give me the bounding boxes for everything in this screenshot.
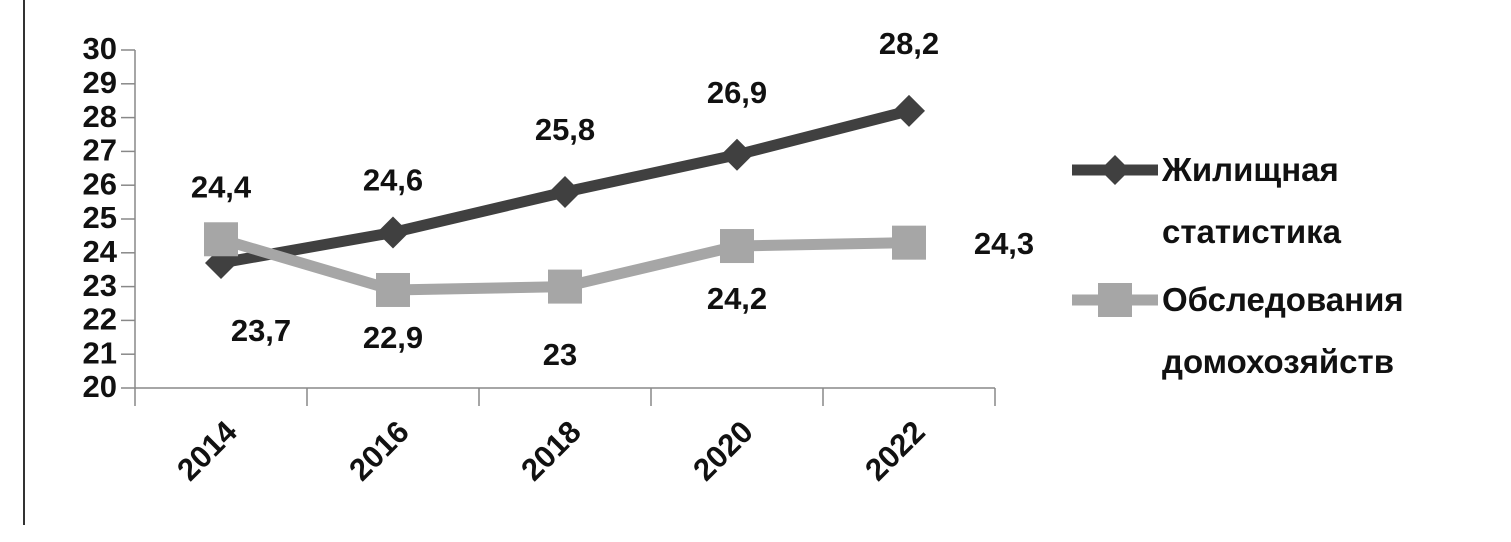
marker (892, 225, 926, 260)
marker (549, 175, 581, 208)
x-tick-label: 2018 (514, 414, 588, 488)
y-tick-label: 21 (83, 335, 117, 370)
x-tick-label: 2022 (858, 414, 932, 488)
y-tick-label: 23 (83, 268, 117, 303)
data-label: 28,2 (879, 26, 939, 61)
y-tick-label: 20 (83, 369, 117, 404)
y-tick-label: 26 (83, 166, 117, 201)
x-tick-label: 2020 (686, 414, 760, 488)
y-tick-label: 29 (83, 65, 117, 100)
marker (721, 138, 753, 171)
data-label: 25,8 (535, 112, 595, 147)
marker (720, 229, 754, 264)
marker (548, 269, 582, 304)
data-label: 23 (543, 337, 577, 372)
x-tick-label: 2014 (170, 413, 244, 487)
data-label: 24,6 (363, 163, 423, 198)
legend-label: Жилищная статистика (1162, 151, 1341, 250)
marker (376, 272, 410, 307)
x-tick-label: 2016 (342, 414, 416, 488)
data-label: 24,2 (707, 281, 767, 316)
data-label: 24,3 (974, 226, 1034, 261)
y-tick-label: 30 (83, 31, 117, 66)
marker (893, 94, 925, 127)
data-label: 24,4 (191, 169, 252, 204)
legend-marker (1100, 155, 1130, 185)
legend-label: Обследования домохозяйств (1162, 281, 1404, 380)
marker (377, 216, 409, 249)
y-tick-label: 28 (83, 99, 117, 134)
y-tick-label: 22 (83, 302, 117, 337)
legend-marker (1098, 283, 1132, 317)
data-label: 22,9 (363, 320, 423, 355)
marker (204, 222, 238, 257)
y-tick-label: 25 (83, 200, 117, 235)
y-tick-label: 27 (83, 133, 117, 168)
data-label: 23,7 (231, 313, 291, 348)
data-label: 26,9 (707, 75, 767, 110)
y-tick-label: 24 (83, 234, 118, 269)
